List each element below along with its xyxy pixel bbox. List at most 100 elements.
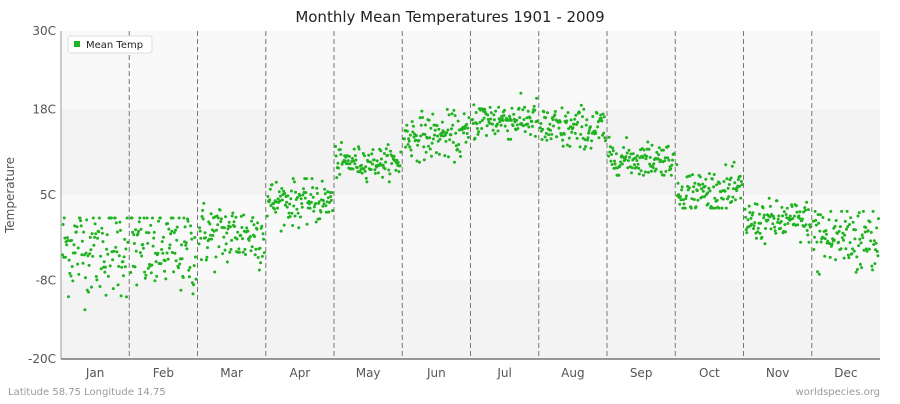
data-point	[168, 243, 172, 247]
data-point	[364, 176, 368, 180]
data-point	[436, 139, 440, 143]
data-point	[435, 124, 439, 128]
data-point	[466, 135, 470, 139]
data-point	[851, 247, 854, 251]
data-point	[530, 124, 534, 128]
data-point	[543, 135, 547, 139]
data-point	[311, 195, 315, 199]
data-point	[456, 147, 459, 151]
data-point	[718, 181, 722, 185]
data-point	[448, 138, 452, 142]
data-point	[515, 123, 519, 127]
data-point	[172, 270, 176, 274]
data-point	[430, 154, 433, 158]
data-point	[797, 216, 801, 220]
data-point	[687, 186, 691, 190]
data-point	[100, 231, 104, 235]
data-point	[117, 264, 121, 268]
data-point	[579, 103, 583, 107]
data-point	[848, 223, 851, 226]
data-point	[529, 133, 533, 136]
data-point	[387, 180, 391, 184]
data-point	[704, 177, 708, 181]
data-point	[694, 205, 698, 209]
data-point	[177, 216, 181, 220]
footer-coordinates: Latitude 58.75 Longitude 14.75	[8, 387, 166, 398]
data-point	[634, 165, 638, 169]
data-point	[861, 209, 865, 213]
data-point	[833, 224, 837, 228]
data-point	[425, 136, 429, 140]
data-point	[175, 238, 179, 242]
data-point	[115, 250, 119, 254]
data-point	[610, 153, 613, 156]
data-point	[116, 283, 120, 287]
data-point	[803, 206, 807, 210]
data-point	[600, 119, 604, 123]
data-point	[727, 195, 731, 199]
data-point	[864, 226, 868, 229]
data-point	[129, 271, 133, 274]
data-point	[713, 206, 717, 210]
data-point	[71, 279, 75, 283]
data-point	[353, 154, 357, 158]
data-point	[620, 162, 624, 166]
data-point	[800, 217, 804, 221]
data-point	[793, 214, 796, 218]
data-point	[840, 236, 844, 240]
x-tick-label: Apr	[289, 366, 310, 380]
data-point	[152, 230, 156, 234]
data-point	[856, 214, 860, 218]
data-point	[243, 247, 247, 251]
data-point	[552, 124, 555, 128]
data-point	[193, 236, 197, 239]
data-point	[485, 124, 489, 128]
data-point	[579, 132, 583, 136]
data-point	[857, 244, 861, 248]
data-point	[776, 217, 780, 221]
data-point	[248, 235, 252, 238]
data-point	[821, 216, 825, 219]
data-point	[201, 208, 205, 212]
data-point	[123, 265, 127, 269]
data-point	[70, 238, 74, 242]
data-point	[125, 295, 128, 299]
data-point	[541, 127, 545, 131]
data-point	[228, 250, 232, 254]
data-point	[77, 272, 81, 276]
data-point	[402, 137, 406, 141]
data-point	[796, 223, 800, 227]
data-point	[649, 169, 653, 173]
data-point	[701, 189, 705, 193]
data-point	[752, 227, 755, 231]
data-point	[758, 231, 762, 235]
data-point	[624, 155, 628, 159]
data-point	[828, 255, 832, 259]
data-point	[797, 214, 801, 218]
data-point	[806, 208, 810, 212]
data-point	[297, 226, 301, 230]
data-point	[360, 163, 363, 167]
data-point	[726, 186, 730, 190]
data-point	[161, 251, 165, 255]
data-point	[256, 221, 260, 225]
data-point	[187, 275, 191, 279]
data-point	[286, 194, 290, 198]
data-point	[86, 254, 90, 258]
data-point	[414, 138, 418, 142]
data-point	[609, 159, 613, 163]
data-point	[869, 239, 873, 243]
data-point	[256, 256, 260, 259]
data-point	[137, 229, 141, 233]
data-point	[491, 128, 495, 132]
data-point	[347, 154, 351, 158]
data-point	[109, 216, 113, 220]
data-point	[204, 236, 208, 240]
data-point	[643, 170, 647, 174]
data-point	[216, 216, 220, 220]
data-point	[212, 229, 216, 233]
data-point	[641, 156, 645, 159]
data-point	[602, 115, 606, 119]
data-point	[357, 145, 360, 149]
